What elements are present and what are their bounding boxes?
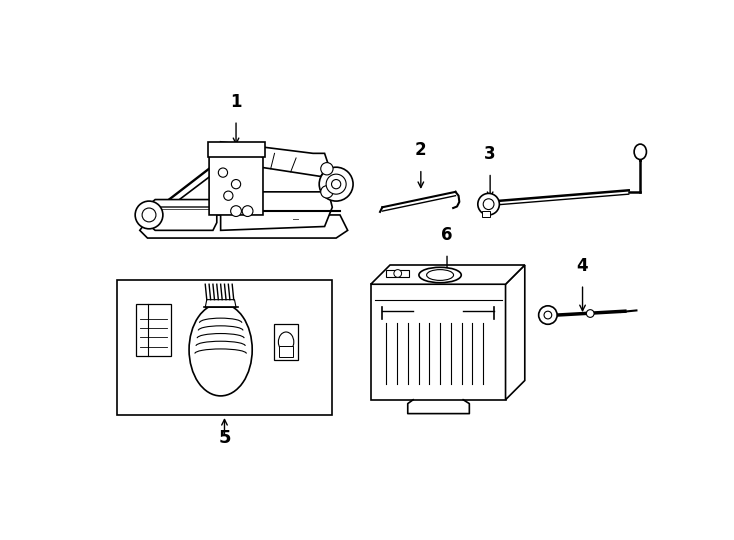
Bar <box>117 280 333 415</box>
Polygon shape <box>146 200 217 231</box>
Circle shape <box>321 186 333 198</box>
Circle shape <box>218 168 228 177</box>
Circle shape <box>483 199 494 210</box>
Ellipse shape <box>426 269 454 280</box>
Polygon shape <box>209 146 263 215</box>
Circle shape <box>539 306 557 325</box>
Circle shape <box>224 191 233 200</box>
Polygon shape <box>371 265 525 284</box>
Ellipse shape <box>419 267 461 283</box>
Bar <box>136 303 170 356</box>
Polygon shape <box>221 142 328 177</box>
Polygon shape <box>139 215 348 238</box>
Text: 5: 5 <box>218 429 230 448</box>
Ellipse shape <box>189 303 252 396</box>
Circle shape <box>332 179 341 189</box>
Circle shape <box>586 309 594 318</box>
Text: 3: 3 <box>484 145 496 164</box>
Circle shape <box>242 206 253 217</box>
Ellipse shape <box>278 332 294 352</box>
Polygon shape <box>371 284 506 400</box>
Bar <box>274 323 299 361</box>
Circle shape <box>478 193 499 215</box>
Circle shape <box>544 311 552 319</box>
Circle shape <box>230 206 241 217</box>
Bar <box>279 346 293 357</box>
Circle shape <box>142 208 156 222</box>
Polygon shape <box>386 271 410 276</box>
Circle shape <box>326 174 346 194</box>
Polygon shape <box>208 142 264 157</box>
Text: 4: 4 <box>577 257 589 275</box>
Text: 1: 1 <box>230 93 241 111</box>
Circle shape <box>394 269 401 278</box>
Circle shape <box>231 179 241 189</box>
Circle shape <box>319 167 353 201</box>
Text: 6: 6 <box>441 226 453 244</box>
Text: 2: 2 <box>415 141 426 159</box>
Circle shape <box>321 163 333 175</box>
Polygon shape <box>221 192 333 231</box>
Polygon shape <box>506 265 525 400</box>
Polygon shape <box>206 300 236 307</box>
Circle shape <box>135 201 163 229</box>
Ellipse shape <box>634 144 647 159</box>
Polygon shape <box>482 211 490 217</box>
